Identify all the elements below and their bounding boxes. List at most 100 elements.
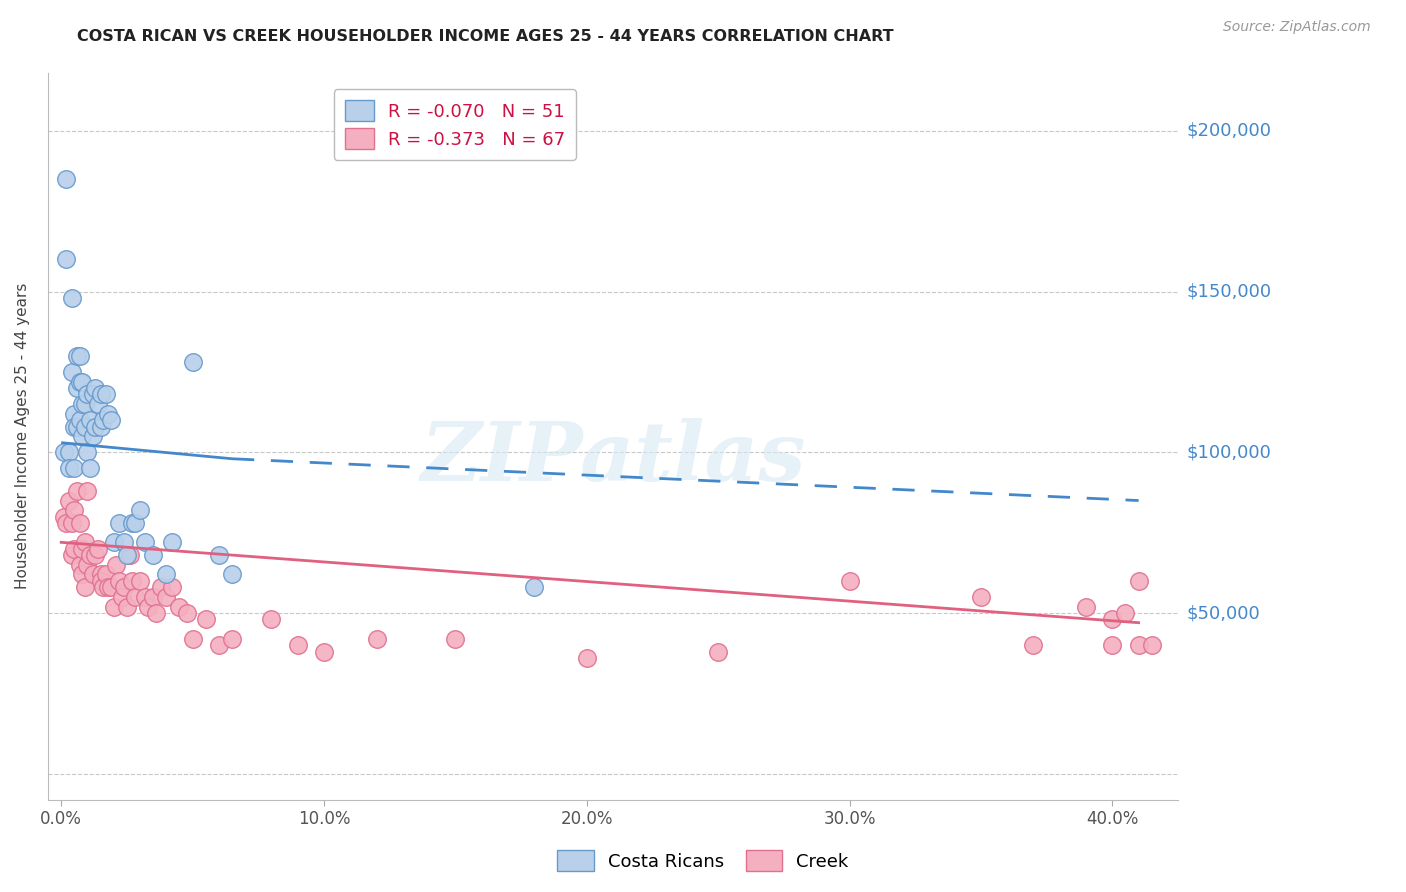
Point — [73, 535, 96, 549]
Point — [63, 503, 86, 517]
Point — [84, 548, 107, 562]
Point — [97, 407, 120, 421]
Point — [63, 407, 86, 421]
Point — [58, 493, 80, 508]
Point — [312, 645, 335, 659]
Point — [82, 567, 104, 582]
Point — [73, 580, 96, 594]
Legend: R = -0.070   N = 51, R = -0.373   N = 67: R = -0.070 N = 51, R = -0.373 N = 67 — [333, 89, 576, 160]
Point — [87, 541, 110, 556]
Point — [60, 516, 83, 530]
Point — [1022, 638, 1045, 652]
Point — [58, 445, 80, 459]
Point — [181, 632, 204, 646]
Point — [79, 413, 101, 427]
Point — [66, 483, 89, 498]
Point — [134, 590, 156, 604]
Point — [58, 461, 80, 475]
Point — [142, 548, 165, 562]
Point — [60, 548, 83, 562]
Point — [69, 375, 91, 389]
Point — [70, 429, 93, 443]
Point — [94, 387, 117, 401]
Point — [103, 599, 125, 614]
Point — [1140, 638, 1163, 652]
Text: $100,000: $100,000 — [1187, 443, 1271, 461]
Point — [145, 606, 167, 620]
Point — [66, 419, 89, 434]
Point — [169, 599, 191, 614]
Point — [142, 590, 165, 604]
Point — [118, 548, 141, 562]
Point — [73, 419, 96, 434]
Point — [155, 590, 177, 604]
Legend: Costa Ricans, Creek: Costa Ricans, Creek — [550, 843, 856, 879]
Point — [523, 580, 546, 594]
Point — [91, 580, 114, 594]
Point — [97, 580, 120, 594]
Point — [160, 535, 183, 549]
Point — [84, 419, 107, 434]
Point — [55, 516, 77, 530]
Point — [60, 291, 83, 305]
Point — [90, 567, 112, 582]
Text: $200,000: $200,000 — [1187, 122, 1271, 140]
Point — [366, 632, 388, 646]
Point — [91, 413, 114, 427]
Point — [84, 381, 107, 395]
Point — [70, 375, 93, 389]
Point — [150, 580, 173, 594]
Point — [111, 590, 134, 604]
Point — [70, 397, 93, 411]
Point — [63, 419, 86, 434]
Point — [90, 574, 112, 588]
Point — [90, 387, 112, 401]
Point — [136, 599, 159, 614]
Point — [52, 445, 75, 459]
Point — [160, 580, 183, 594]
Text: COSTA RICAN VS CREEK HOUSEHOLDER INCOME AGES 25 - 44 YEARS CORRELATION CHART: COSTA RICAN VS CREEK HOUSEHOLDER INCOME … — [77, 29, 894, 44]
Point — [124, 590, 146, 604]
Point — [55, 252, 77, 267]
Point — [82, 429, 104, 443]
Point — [76, 445, 98, 459]
Point — [69, 516, 91, 530]
Point — [575, 651, 598, 665]
Point — [260, 613, 283, 627]
Point — [87, 397, 110, 411]
Point — [108, 574, 131, 588]
Point — [838, 574, 860, 588]
Point — [134, 535, 156, 549]
Text: $50,000: $50,000 — [1187, 604, 1260, 622]
Point — [287, 638, 309, 652]
Point — [79, 548, 101, 562]
Point — [76, 558, 98, 572]
Point — [100, 413, 122, 427]
Point — [115, 599, 138, 614]
Point — [1114, 606, 1136, 620]
Text: Source: ZipAtlas.com: Source: ZipAtlas.com — [1223, 20, 1371, 34]
Point — [108, 516, 131, 530]
Point — [121, 574, 143, 588]
Point — [82, 387, 104, 401]
Text: ZIPatlas: ZIPatlas — [420, 418, 806, 498]
Point — [129, 503, 152, 517]
Point — [66, 349, 89, 363]
Point — [112, 535, 135, 549]
Point — [52, 509, 75, 524]
Point — [124, 516, 146, 530]
Point — [176, 606, 198, 620]
Point — [1128, 574, 1150, 588]
Point — [66, 381, 89, 395]
Point — [63, 461, 86, 475]
Text: $150,000: $150,000 — [1187, 283, 1271, 301]
Point — [208, 638, 231, 652]
Point — [1074, 599, 1097, 614]
Point — [79, 461, 101, 475]
Point — [1101, 638, 1123, 652]
Point — [112, 580, 135, 594]
Point — [70, 567, 93, 582]
Point — [66, 419, 89, 434]
Point — [76, 483, 98, 498]
Point — [63, 541, 86, 556]
